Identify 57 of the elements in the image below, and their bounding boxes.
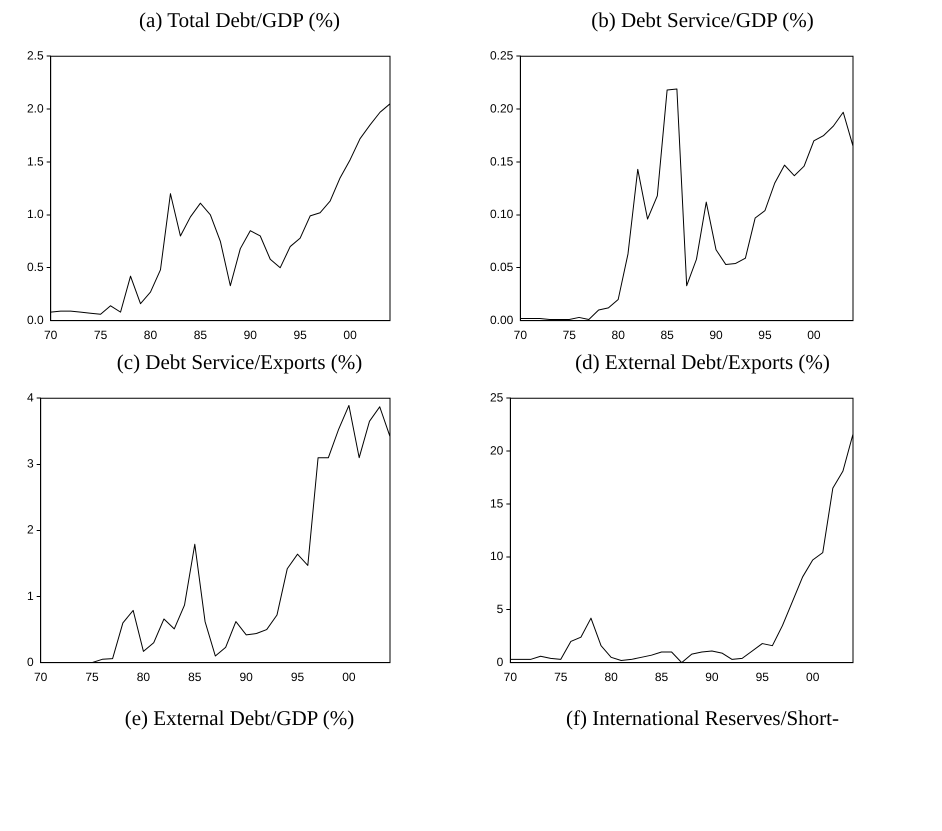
x-tick-label: 00: [342, 670, 356, 684]
y-tick-label: 10: [489, 549, 504, 564]
y-tick-label: 25: [489, 390, 504, 405]
x-tick-label: 75: [562, 328, 576, 342]
x-tick-label: 90: [243, 328, 257, 342]
x-tick-label: 75: [554, 670, 568, 684]
x-tick-label: 85: [188, 670, 202, 684]
x-tick-label: 70: [33, 670, 48, 684]
y-tick-label: 5: [496, 602, 504, 616]
x-tick-label: 85: [654, 670, 668, 684]
chart-title: (a) Total Debt/GDP (%): [139, 8, 340, 34]
y-tick-label: 20: [489, 443, 504, 458]
y-tick-label: 2.5: [26, 48, 44, 63]
y-tick-label: 1.0: [26, 207, 44, 222]
x-tick-label: 90: [704, 670, 718, 684]
y-tick-label: 0.15: [489, 154, 514, 168]
chart-title: (d) External Debt/Exports (%): [575, 350, 830, 376]
x-tick-label: 00: [806, 328, 820, 342]
y-tick-label: 1: [26, 588, 34, 603]
x-tick-label: 95: [290, 670, 304, 684]
x-tick-label: 80: [143, 328, 157, 342]
y-tick-label: 0: [26, 654, 34, 669]
text: (f) International Reserves/Short-: [566, 706, 839, 731]
y-tick-label: 2: [26, 522, 34, 537]
x-tick-label: 70: [513, 328, 527, 342]
y-tick-label: 2.0: [26, 101, 44, 116]
x-tick-label: 85: [193, 328, 207, 342]
y-tick-label: 0.5: [26, 260, 44, 274]
y-tick-label: 15: [489, 496, 504, 510]
x-tick-label: 70: [503, 670, 517, 684]
x-tick-label: 80: [604, 670, 618, 684]
x-tick-label: 90: [708, 328, 723, 342]
y-tick-label: 0.0: [26, 312, 44, 327]
y-tick-label: 0.25: [489, 48, 514, 63]
y-tick-label: 0.10: [489, 207, 514, 222]
x-tick-label: 00: [342, 328, 357, 342]
chart-title: (b) Debt Service/GDP (%): [591, 8, 814, 34]
y-tick-label: 0.05: [489, 260, 514, 274]
y-tick-label: 0.00: [489, 312, 514, 327]
x-tick-label: 75: [84, 670, 99, 684]
x-tick-label: 95: [758, 328, 772, 342]
x-tick-label: 00: [806, 670, 820, 684]
y-tick-label: 3: [26, 456, 34, 471]
x-tick-label: 85: [660, 328, 674, 342]
x-tick-label: 95: [293, 328, 307, 342]
chart-title: (c) Debt Service/Exports (%): [116, 350, 362, 376]
x-tick-label: 80: [136, 670, 150, 684]
y-tick-label: 0.20: [489, 101, 514, 116]
text: (e) External Debt/GDP (%): [124, 706, 354, 731]
y-tick-label: 0: [496, 654, 504, 669]
x-tick-label: 75: [93, 328, 108, 342]
x-tick-label: 95: [755, 670, 769, 684]
x-tick-label: 80: [611, 328, 625, 342]
y-tick-label: 4: [26, 390, 34, 405]
x-tick-label: 70: [44, 328, 58, 342]
x-tick-label: 90: [238, 670, 253, 684]
y-tick-label: 1.5: [26, 154, 44, 168]
